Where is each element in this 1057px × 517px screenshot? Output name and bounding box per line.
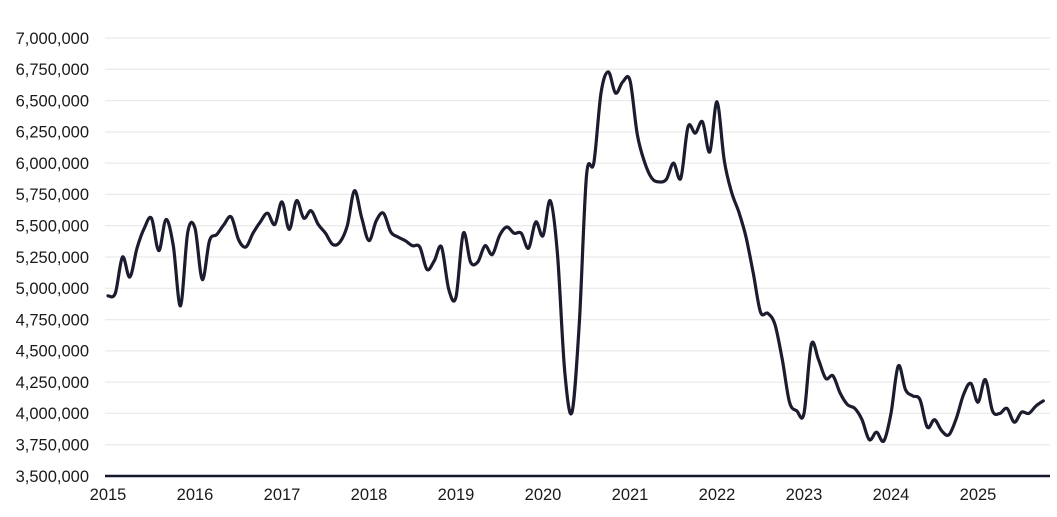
x-axis-tick-label: 2015 (90, 486, 127, 504)
y-axis-tick-label: 4,500,000 (16, 343, 89, 361)
x-axis-tick-label: 2024 (873, 486, 910, 504)
x-axis-tick-label: 2022 (699, 486, 736, 504)
y-axis-tick-label: 4,250,000 (16, 374, 89, 392)
y-axis-tick-label: 7,000,000 (16, 30, 89, 48)
y-axis-tick-label: 3,500,000 (16, 468, 89, 486)
y-axis-tick-label: 4,750,000 (16, 311, 89, 329)
series-line (106, 70, 1045, 444)
x-axis-tick-label: 2023 (786, 486, 823, 504)
y-axis-tick-label: 6,000,000 (16, 155, 89, 173)
x-axis-tick-label: 2017 (264, 486, 301, 504)
y-axis-tick-label: 6,500,000 (16, 92, 89, 110)
x-axis-tick-label: 2025 (960, 486, 997, 504)
y-axis-tick-label: 4,000,000 (16, 405, 89, 423)
y-axis-tick-label: 6,750,000 (16, 61, 89, 79)
x-axis-tick-label: 2016 (177, 486, 214, 504)
y-axis-tick-label: 5,250,000 (16, 249, 89, 267)
y-axis-tick-label: 5,000,000 (16, 280, 89, 298)
x-axis-tick-label: 2021 (612, 486, 649, 504)
y-axis-tick-label: 3,750,000 (16, 436, 89, 454)
x-axis-tick-label: 2019 (438, 486, 475, 504)
y-axis-tick-label: 5,750,000 (16, 186, 89, 204)
y-axis-tick-label: 6,250,000 (16, 124, 89, 142)
x-axis-tick-label: 2018 (351, 486, 388, 504)
x-axis-tick-label: 2020 (525, 486, 562, 504)
y-axis-tick-label: 5,500,000 (16, 217, 89, 235)
